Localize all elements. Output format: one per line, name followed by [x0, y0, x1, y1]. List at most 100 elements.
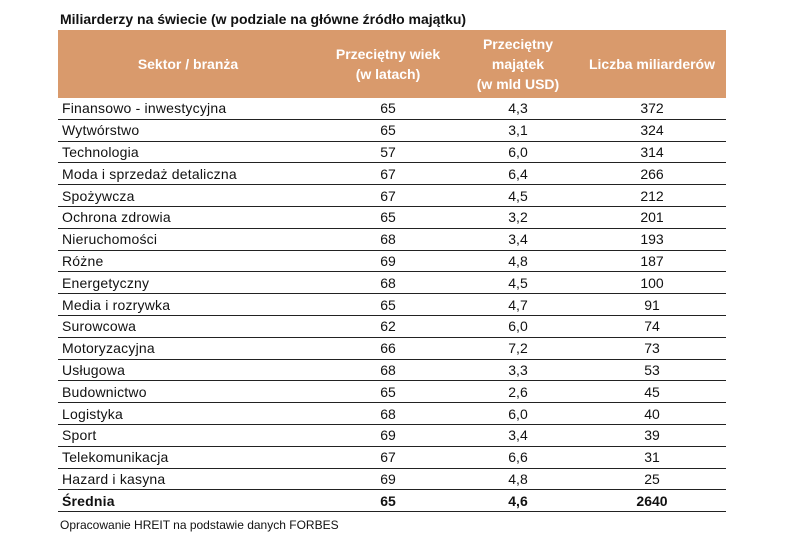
cell-wealth: 4,8	[458, 468, 578, 491]
cell-count: 372	[578, 98, 726, 120]
cell-age: 67	[318, 184, 458, 207]
cell-count: 193	[578, 228, 726, 251]
cell-age: 65	[318, 98, 458, 120]
cell-count: 266	[578, 162, 726, 186]
cell-sector: Ochrona zdrowia	[58, 206, 318, 229]
header-row: Sektor / branża Przeciętny wiek (w latach…	[58, 30, 726, 98]
table-row: Usługowa 68 3,3 53	[58, 359, 726, 382]
cell-sector: Media i rozrywka	[58, 293, 318, 316]
cell-wealth: 3,4	[458, 228, 578, 251]
cell-sector: Sport	[58, 424, 318, 447]
cell-age: 69	[318, 424, 458, 447]
cell-count: 91	[578, 293, 726, 316]
average-age: 65	[318, 489, 458, 513]
table-title: Miliarderzy na świecie (w podziale na gł…	[60, 11, 467, 27]
cell-wealth: 2,6	[458, 380, 578, 404]
cell-count: 324	[578, 119, 726, 142]
cell-age: 68	[318, 228, 458, 251]
cell-sector: Technologia	[58, 141, 318, 164]
average-label: Średnia	[58, 489, 318, 513]
cell-wealth: 4,5	[458, 271, 578, 295]
header-sector: Sektor / branża	[58, 30, 318, 98]
table-row: Hazard i kasyna 69 4,8 25	[58, 468, 726, 491]
cell-count: 201	[578, 206, 726, 229]
cell-sector: Surowcowa	[58, 315, 318, 338]
cell-count: 73	[578, 337, 726, 360]
cell-count: 39	[578, 424, 726, 447]
cell-sector: Usługowa	[58, 359, 318, 382]
table-row: Budownictwo 65 2,6 45	[58, 380, 726, 404]
cell-sector: Spożywcza	[58, 184, 318, 207]
table-row: Energetyczny 68 4,5 100	[58, 271, 726, 295]
table-row: Motoryzacyjna 66 7,2 73	[58, 337, 726, 360]
cell-count: 53	[578, 359, 726, 382]
table-row: Moda i sprzedaż detaliczna 67 6,4 266	[58, 162, 726, 186]
cell-wealth: 3,3	[458, 359, 578, 382]
cell-sector: Różne	[58, 250, 318, 273]
cell-sector: Telekomunikacja	[58, 446, 318, 469]
cell-age: 67	[318, 446, 458, 469]
cell-age: 57	[318, 141, 458, 164]
table-row: Różne 69 4,8 187	[58, 250, 726, 273]
average-row: Średnia 65 4,6 2640	[58, 489, 726, 513]
cell-wealth: 3,1	[458, 119, 578, 142]
cell-age: 68	[318, 359, 458, 382]
cell-wealth: 3,4	[458, 424, 578, 447]
cell-wealth: 4,8	[458, 250, 578, 273]
cell-sector: Budownictwo	[58, 380, 318, 404]
table-row: Nieruchomości 68 3,4 193	[58, 228, 726, 251]
table-row: Sport 69 3,4 39	[58, 424, 726, 447]
cell-wealth: 4,7	[458, 293, 578, 316]
table-row: Telekomunikacja 67 6,6 31	[58, 446, 726, 469]
cell-sector: Hazard i kasyna	[58, 468, 318, 491]
cell-age: 65	[318, 119, 458, 142]
cell-wealth: 6,0	[458, 141, 578, 164]
cell-sector: Finansowo - inwestycyjna	[58, 98, 318, 120]
cell-sector: Motoryzacyjna	[58, 337, 318, 360]
cell-count: 314	[578, 141, 726, 164]
table-row: Ochrona zdrowia 65 3,2 201	[58, 206, 726, 229]
cell-count: 40	[578, 402, 726, 425]
cell-sector: Moda i sprzedaż detaliczna	[58, 162, 318, 186]
cell-age: 68	[318, 402, 458, 425]
cell-age: 66	[318, 337, 458, 360]
cell-age: 65	[318, 206, 458, 229]
cell-age: 67	[318, 162, 458, 186]
cell-sector: Energetyczny	[58, 271, 318, 295]
table-row: Media i rozrywka 65 4,7 91	[58, 293, 726, 316]
header-wealth: Przeciętny majątek (w mld USD)	[458, 30, 578, 98]
header-age: Przeciętny wiek (w latach)	[318, 30, 458, 98]
cell-count: 212	[578, 184, 726, 207]
cell-wealth: 4,3	[458, 98, 578, 120]
average-wealth: 4,6	[458, 489, 578, 513]
table-body: Finansowo - inwestycyjna 65 4,3 372 Wytwórst…	[58, 98, 726, 513]
table-row: Surowcowa 62 6,0 74	[58, 315, 726, 338]
cell-wealth: 6,0	[458, 402, 578, 425]
cell-age: 68	[318, 271, 458, 295]
average-count: 2640	[578, 489, 726, 513]
cell-wealth: 6,6	[458, 446, 578, 469]
cell-sector: Nieruchomości	[58, 228, 318, 251]
table-row: Spożywcza 67 4,5 212	[58, 184, 726, 207]
cell-count: 25	[578, 468, 726, 491]
cell-sector: Wytwórstwo	[58, 119, 318, 142]
cell-count: 45	[578, 380, 726, 404]
cell-age: 69	[318, 468, 458, 491]
table-row: Logistyka 68 6,0 40	[58, 402, 726, 425]
table-row: Technologia 57 6,0 314	[58, 141, 726, 164]
cell-wealth: 7,2	[458, 337, 578, 360]
table-row: Wytwórstwo 65 3,1 324	[58, 119, 726, 142]
cell-count: 31	[578, 446, 726, 469]
cell-wealth: 6,0	[458, 315, 578, 338]
cell-age: 69	[318, 250, 458, 273]
cell-count: 187	[578, 250, 726, 273]
cell-count: 74	[578, 315, 726, 338]
billionaires-table: Sektor / branża Przeciętny wiek (w latach…	[58, 30, 726, 513]
cell-sector: Logistyka	[58, 402, 318, 425]
cell-wealth: 6,4	[458, 162, 578, 186]
cell-wealth: 4,5	[458, 184, 578, 207]
cell-age: 65	[318, 293, 458, 316]
cell-age: 62	[318, 315, 458, 338]
table-row: Finansowo - inwestycyjna 65 4,3 372	[58, 98, 726, 120]
cell-age: 65	[318, 380, 458, 404]
